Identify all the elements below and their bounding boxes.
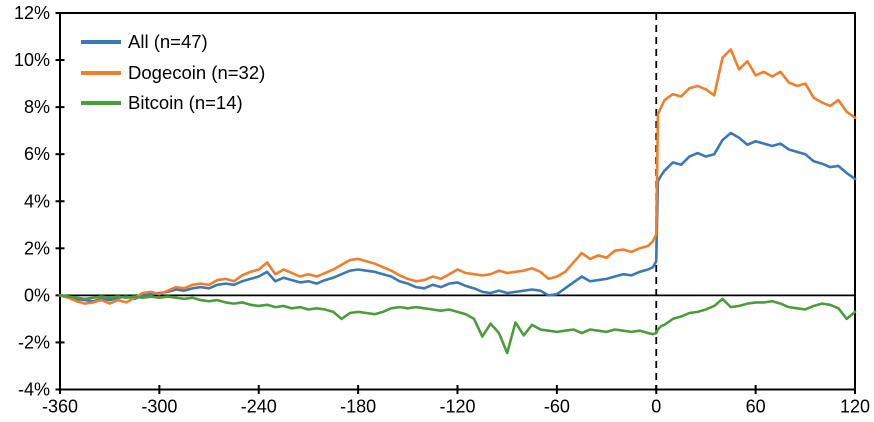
legend-item-bitcoin: Bitcoin (n=14) xyxy=(81,88,265,119)
x-tick-label: -240 xyxy=(241,397,277,417)
legend-item-dogecoin: Dogecoin (n=32) xyxy=(81,58,265,89)
x-tick-label: 120 xyxy=(840,397,870,417)
x-tick-label: -120 xyxy=(439,397,475,417)
y-tick-label: 0% xyxy=(24,285,50,305)
legend-label-bitcoin: Bitcoin (n=14) xyxy=(128,92,243,113)
y-tick-label: 4% xyxy=(24,191,50,211)
y-tick-label: 10% xyxy=(14,50,50,70)
legend-item-all: All (n=47) xyxy=(81,27,265,58)
y-tick-label: 2% xyxy=(24,238,50,258)
y-tick-label: -2% xyxy=(18,332,50,352)
series-line-dogecoin xyxy=(58,48,857,305)
legend-swatch-all xyxy=(81,40,121,45)
legend-swatch-dogecoin xyxy=(81,70,121,75)
x-tick-label: -60 xyxy=(544,397,570,417)
y-tick-label: 12% xyxy=(14,3,50,23)
y-tick-label: 6% xyxy=(24,144,50,164)
legend-label-dogecoin: Dogecoin (n=32) xyxy=(128,61,266,83)
series-line-all xyxy=(58,131,857,303)
legend-label-all: All (n=47) xyxy=(128,31,208,52)
y-tick-label: -4% xyxy=(18,380,50,400)
legend: All (n=47) Dogecoin (n=32) Bitcoin (n=14… xyxy=(81,27,265,119)
x-tick-label: -300 xyxy=(141,397,177,417)
x-tick-label: -180 xyxy=(340,397,376,417)
legend-swatch-bitcoin xyxy=(81,101,121,106)
x-tick-label: 0 xyxy=(651,397,661,417)
x-tick-label: 60 xyxy=(746,397,766,417)
x-tick-label: -360 xyxy=(42,397,78,417)
y-tick-label: 8% xyxy=(24,97,50,117)
series-line-bitcoin xyxy=(58,294,857,355)
